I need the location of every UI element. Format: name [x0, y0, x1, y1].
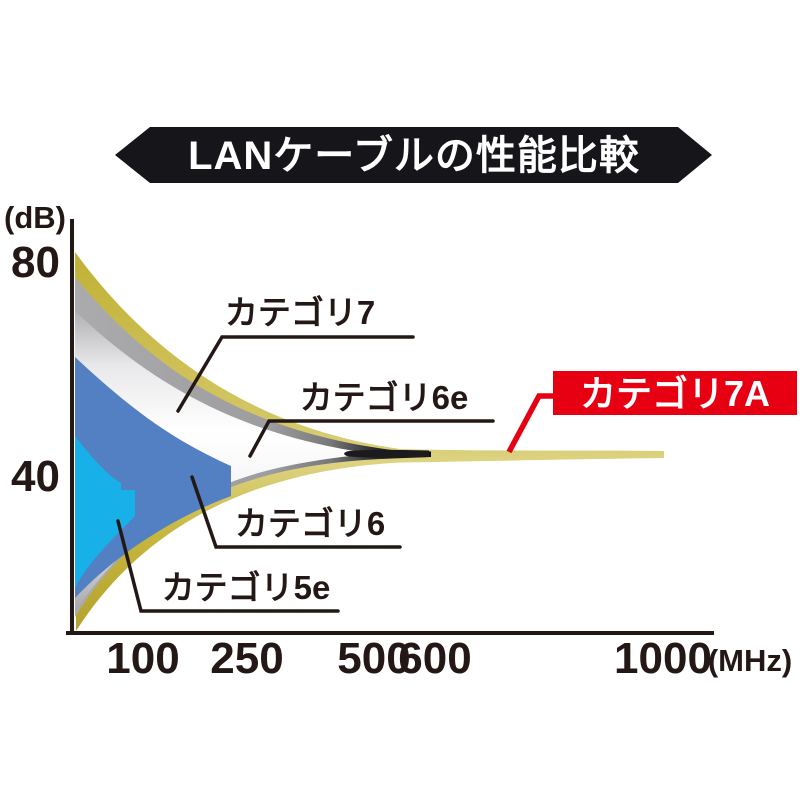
leader-cat5e — [116, 519, 340, 613]
leader-cat6e — [248, 419, 495, 458]
y-tick-80: 80 — [11, 238, 60, 287]
callout-cat6e: カテゴリ6e — [248, 379, 495, 458]
label-cat7a-badge — [553, 371, 797, 415]
title-banner: LANケーブルの性能比較 — [115, 127, 712, 183]
y-axis-labels: (dB) 80 40 — [4, 200, 66, 501]
label-cat7: カテゴリ7 — [225, 294, 375, 331]
leader-cat6 — [190, 475, 402, 549]
x-tick-1000: 1000 — [614, 634, 712, 683]
area-cat5e — [75, 436, 135, 588]
x-axis-labels: 100 250 500 600 1000 (MHz) — [106, 634, 792, 683]
title-banner-shape — [115, 127, 712, 183]
leader-cat7 — [176, 335, 415, 413]
callout-cat6: カテゴリ6 — [190, 475, 402, 549]
page-title: LANケーブルの性能比較 — [188, 133, 640, 178]
area-cat6 — [75, 357, 231, 598]
label-cat6e: カテゴリ6e — [300, 379, 469, 416]
callout-cat7a: カテゴリ7A — [506, 371, 797, 454]
label-cat5e: カテゴリ5e — [162, 569, 331, 606]
leader-cat7a — [506, 393, 554, 454]
callout-cat7: カテゴリ7 — [176, 294, 415, 413]
callout-cat5e: カテゴリ5e — [116, 519, 340, 613]
area-cat6e — [75, 311, 371, 611]
label-cat6: カテゴリ6 — [235, 505, 385, 542]
x-tick-600: 600 — [398, 634, 471, 683]
area-cat7-tip — [344, 449, 429, 458]
y-axis-unit: (dB) — [4, 200, 66, 235]
y-tick-40: 40 — [11, 452, 60, 501]
x-tick-100: 100 — [106, 634, 179, 683]
label-cat7a: カテゴリ7A — [580, 373, 770, 414]
category-callouts: カテゴリ7 カテゴリ6e カテゴリ6 カテゴリ5e カテゴリ7A — [116, 294, 797, 613]
x-axis-unit: (MHz) — [708, 643, 792, 678]
x-tick-500: 500 — [337, 634, 410, 683]
x-tick-250: 250 — [210, 634, 283, 683]
axes — [66, 219, 714, 635]
